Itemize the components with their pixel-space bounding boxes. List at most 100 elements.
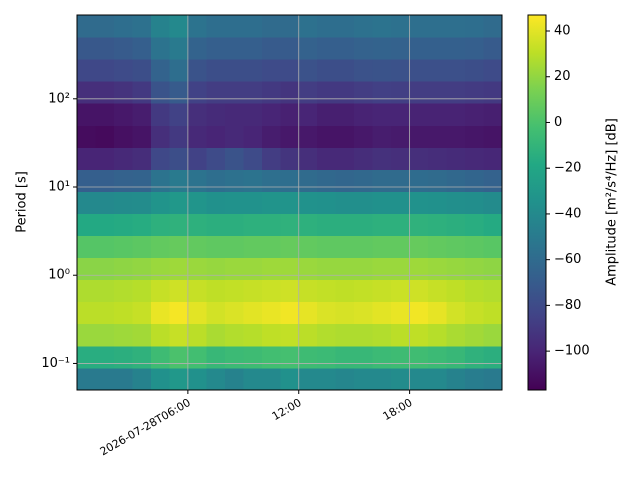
heatmap-cell: [354, 125, 374, 148]
y-tick-label: 10²: [48, 91, 70, 106]
heatmap-cell: [428, 147, 448, 170]
heatmap-cell: [446, 301, 466, 325]
heatmap-cell: [391, 37, 411, 60]
heatmap-cell: [298, 15, 318, 38]
heatmap-cell: [280, 213, 300, 237]
heatmap-cell: [224, 345, 244, 369]
heatmap-cell: [169, 103, 189, 126]
heatmap-cell: [243, 367, 263, 390]
heatmap-cell: [206, 125, 226, 148]
heatmap-cell: [187, 125, 207, 148]
plot-frame: [76, 14, 503, 391]
heatmap-cell: [187, 323, 207, 347]
heatmap-cell: [298, 125, 318, 148]
heatmap-cell: [187, 345, 207, 369]
heatmap-cell: [446, 103, 466, 126]
heatmap-cell: [391, 345, 411, 369]
heatmap-cell: [77, 169, 96, 192]
heatmap-cell: [409, 323, 429, 347]
heatmap-cell: [113, 103, 133, 126]
heatmap-cell: [187, 103, 207, 126]
heatmap-cell: [354, 169, 374, 192]
heatmap-cell: [428, 323, 448, 347]
heatmap-cell: [409, 257, 429, 281]
heatmap-cell: [335, 169, 355, 192]
heatmap-cell: [428, 103, 448, 126]
heatmap-cell: [409, 169, 429, 192]
heatmap-cell: [150, 235, 170, 259]
heatmap-cell: [465, 147, 485, 170]
heatmap-cell: [77, 15, 96, 38]
heatmap-cell: [150, 81, 170, 104]
heatmap-cell: [187, 191, 207, 214]
heatmap-cell: [95, 81, 115, 104]
heatmap-cell: [261, 81, 281, 104]
heatmap-cell: [150, 367, 170, 390]
heatmap-cell: [261, 367, 281, 390]
heatmap-cell: [243, 103, 263, 126]
heatmap-cell: [150, 345, 170, 369]
heatmap-cell: [372, 301, 392, 325]
heatmap-cell: [206, 169, 226, 192]
heatmap-cell: [317, 191, 337, 214]
heatmap-cell: [335, 235, 355, 259]
y-tick-label: 10¹: [48, 180, 70, 195]
heatmap-cell: [113, 367, 133, 390]
heatmap-cell: [243, 81, 263, 104]
heatmap-cell: [335, 15, 355, 38]
heatmap-cell: [409, 235, 429, 259]
heatmap-cell: [428, 169, 448, 192]
heatmap-cell: [317, 103, 337, 126]
heatmap-cell: [483, 59, 502, 82]
heatmap-cell: [298, 169, 318, 192]
heatmap-cell: [95, 103, 115, 126]
heatmap-cell: [391, 103, 411, 126]
heatmap-cell: [95, 147, 115, 170]
heatmap-cell: [113, 257, 133, 281]
heatmap-cell: [483, 213, 502, 237]
heatmap-cell: [298, 213, 318, 237]
heatmap-cell: [372, 37, 392, 60]
heatmap-cell: [391, 125, 411, 148]
heatmap-cell: [150, 257, 170, 281]
heatmap-cell: [243, 59, 263, 82]
heatmap-cell: [261, 257, 281, 281]
heatmap-cell: [132, 147, 152, 170]
heatmap-cell: [409, 213, 429, 237]
heatmap-cell: [77, 81, 96, 104]
heatmap-cell: [187, 81, 207, 104]
heatmap-cell: [298, 301, 318, 325]
heatmap-cell: [224, 15, 244, 38]
heatmap-cell: [224, 81, 244, 104]
heatmap-cell: [243, 147, 263, 170]
heatmap-cell: [150, 37, 170, 60]
heatmap-cell: [187, 37, 207, 60]
y-axis-label: Period [s]: [15, 171, 30, 233]
heatmap-cell: [95, 59, 115, 82]
heatmap-cell: [113, 323, 133, 347]
heatmap-cell: [150, 279, 170, 303]
y-tick-label: 10⁰: [48, 268, 70, 283]
heatmap-cell: [243, 235, 263, 259]
heatmap-cell: [354, 345, 374, 369]
heatmap-cell: [77, 301, 96, 325]
heatmap-cell: [261, 301, 281, 325]
heatmap-cell: [132, 367, 152, 390]
heatmap-cell: [261, 125, 281, 148]
heatmap-cell: [187, 59, 207, 82]
heatmap-cell: [483, 37, 502, 60]
heatmap-cell: [446, 125, 466, 148]
heatmap-cell: [224, 279, 244, 303]
heatmap-cell: [261, 169, 281, 192]
heatmap-cell: [465, 279, 485, 303]
heatmap-cell: [428, 345, 448, 369]
heatmap-cell: [150, 213, 170, 237]
heatmap-cell: [150, 169, 170, 192]
heatmap-cell: [391, 147, 411, 170]
heatmap-cell: [77, 279, 96, 303]
heatmap-cell: [354, 367, 374, 390]
heatmap-cell: [391, 323, 411, 347]
heatmap-cell: [243, 191, 263, 214]
heatmap-cell: [187, 15, 207, 38]
